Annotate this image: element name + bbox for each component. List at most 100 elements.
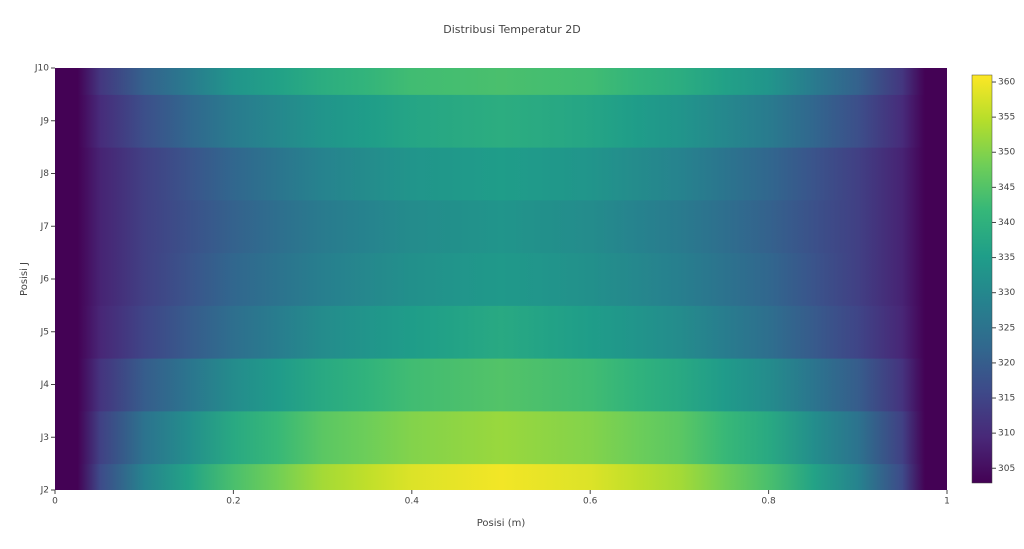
colorbar-tick-label: 340: [998, 218, 1015, 228]
heat-cell: [188, 199, 279, 254]
heat-cell: [456, 68, 547, 95]
colorbar-tick-label: 355: [998, 113, 1015, 123]
heat-cell: [55, 358, 101, 412]
heat-cell: [813, 358, 903, 412]
heat-cell: [545, 305, 636, 359]
heat-cell: [724, 305, 814, 359]
heat-cell: [545, 68, 636, 95]
heat-cell: [278, 68, 368, 95]
y-axis-title: Posisi J: [19, 262, 30, 296]
x-tick-label: 1: [944, 497, 950, 507]
heat-cell: [55, 305, 101, 359]
heat-cell: [99, 252, 190, 306]
heat-cell: [813, 94, 903, 148]
heat-cell: [545, 94, 636, 148]
heat-cell: [813, 147, 903, 201]
colorbar-tick-label: 305: [998, 464, 1015, 474]
y-tick-label: J9: [40, 116, 50, 126]
heat-cell: [545, 147, 636, 201]
y-tick-label: J8: [40, 169, 50, 179]
colorbar-tick-label: 310: [998, 429, 1015, 439]
heat-cell: [188, 252, 279, 306]
colorbar-tick-label: 345: [998, 183, 1015, 193]
heat-cell: [188, 463, 279, 490]
heat-cell: [55, 147, 101, 201]
heat-cell: [456, 94, 547, 148]
heat-cell: [813, 410, 903, 465]
colorbar: [971, 74, 993, 484]
y-tick-label: J6: [40, 275, 50, 285]
heat-cell: [367, 147, 457, 201]
heat-cell: [634, 252, 725, 306]
heat-cell: [55, 199, 101, 254]
heat-cell: [367, 358, 457, 412]
heat-cell: [634, 147, 725, 201]
heat-cell: [278, 463, 368, 490]
colorbar-tick-label: 330: [998, 288, 1015, 298]
chart-title: Distribusi Temperatur 2D: [443, 23, 581, 36]
heat-cell: [99, 463, 190, 490]
heat-cell: [902, 358, 947, 412]
heat-cell: [634, 463, 725, 490]
heat-cell: [55, 68, 101, 95]
heat-cell: [188, 68, 279, 95]
heat-cell: [55, 252, 101, 306]
heat-cell: [724, 410, 814, 465]
heat-cell: [278, 358, 368, 412]
x-tick-label: 0.8: [761, 497, 776, 507]
heat-cell: [813, 68, 903, 95]
heat-cell: [278, 252, 368, 306]
colorbar-tick-label: 335: [998, 253, 1015, 263]
heat-cell: [902, 147, 947, 201]
heat-cell: [902, 410, 947, 465]
heat-cell: [902, 94, 947, 148]
heat-cell: [456, 147, 547, 201]
heat-cell: [278, 94, 368, 148]
heat-cell: [188, 94, 279, 148]
heat-cell: [456, 305, 547, 359]
heat-cell: [902, 463, 947, 490]
heat-cell: [55, 463, 101, 490]
heat-cell: [456, 463, 547, 490]
heat-cell: [188, 410, 279, 465]
heat-cell: [278, 199, 368, 254]
y-tick-label: J10: [34, 64, 49, 74]
heat-cell: [545, 252, 636, 306]
heat-cell: [188, 358, 279, 412]
heat-cell: [456, 199, 547, 254]
heat-cell: [367, 199, 457, 254]
heat-cell: [367, 68, 457, 95]
heat-cell: [634, 94, 725, 148]
x-tick-label: 0.6: [583, 497, 598, 507]
heat-cell: [545, 463, 636, 490]
heat-cell: [188, 305, 279, 359]
heat-cell: [188, 147, 279, 201]
heat-cell: [456, 410, 547, 465]
colorbar-tick-label: 360: [998, 78, 1015, 88]
x-axis-title: Posisi (m): [477, 518, 526, 529]
heat-cell: [724, 68, 814, 95]
heat-cell: [724, 94, 814, 148]
heat-cell: [367, 94, 457, 148]
heat-cell: [367, 252, 457, 306]
heat-cell: [278, 305, 368, 359]
heat-cell: [545, 358, 636, 412]
y-tick-label: J2: [40, 486, 49, 496]
heat-cell: [99, 68, 190, 95]
heat-cell: [99, 199, 190, 254]
heat-cell: [634, 410, 725, 465]
y-tick-label: J3: [40, 433, 49, 443]
heat-cell: [99, 358, 190, 412]
heat-cell: [724, 147, 814, 201]
heat-cell: [634, 199, 725, 254]
heat-cell: [724, 252, 814, 306]
heat-cell: [902, 252, 947, 306]
heat-cell: [367, 463, 457, 490]
colorbar-tick-label: 320: [998, 358, 1015, 368]
heat-cell: [367, 305, 457, 359]
heat-cell: [813, 463, 903, 490]
heat-cell: [367, 410, 457, 465]
colorbar-tick-label: 350: [998, 148, 1015, 158]
heat-cell: [902, 305, 947, 359]
heat-cell: [813, 305, 903, 359]
